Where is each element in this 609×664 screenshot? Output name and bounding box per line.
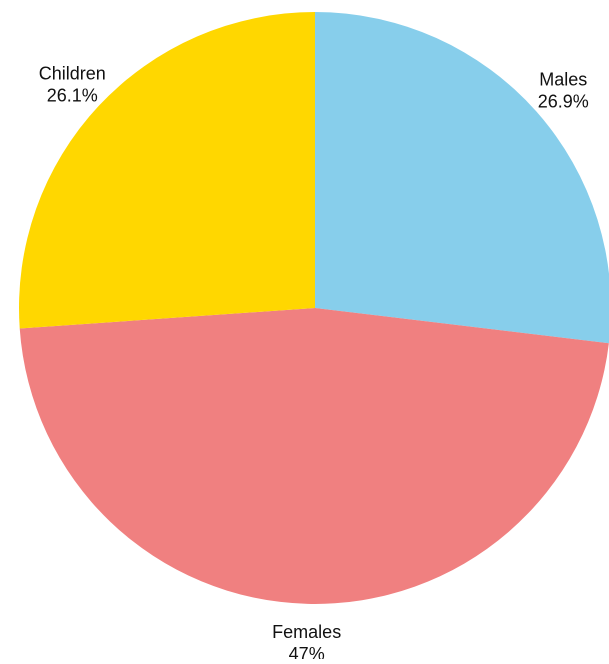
slice-value-males: 26.9% — [538, 92, 589, 112]
pie-slice-children — [19, 12, 315, 329]
slice-label-females: Females — [272, 622, 341, 642]
slice-value-females: 47% — [289, 644, 325, 659]
slice-label-children: Children — [39, 64, 106, 84]
slice-value-children: 26.1% — [47, 86, 98, 106]
pie-slice-males — [315, 12, 609, 344]
pie-slice-females — [19, 308, 609, 604]
slice-label-males: Males — [539, 70, 587, 90]
